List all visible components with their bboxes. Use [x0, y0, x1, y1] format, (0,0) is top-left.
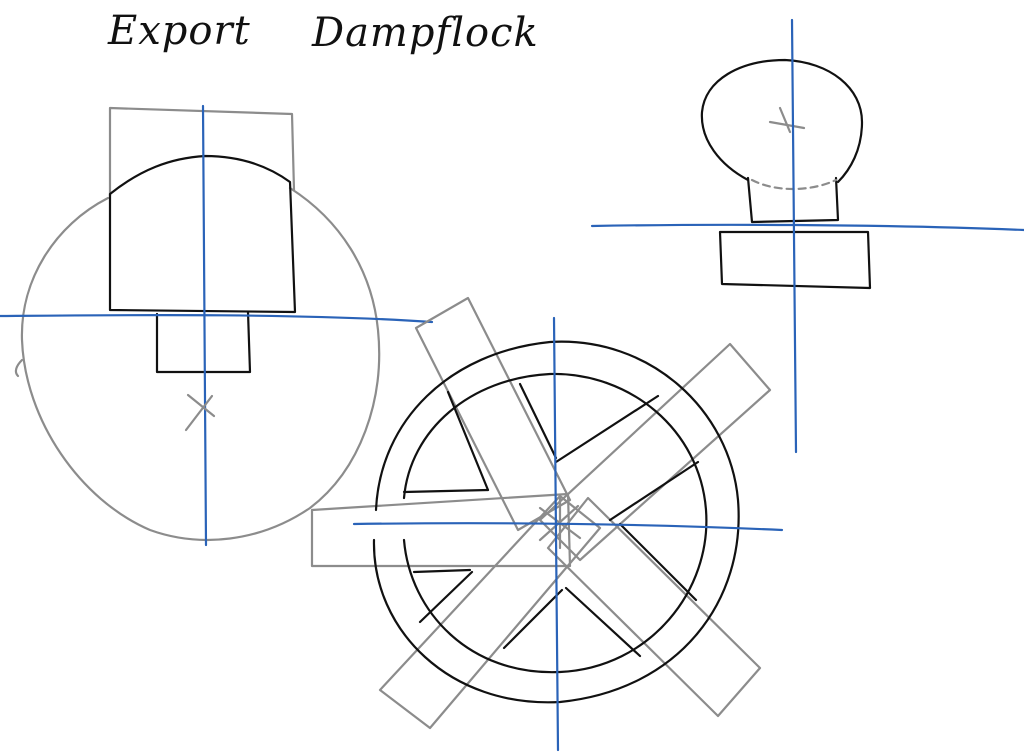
arm-bottom-right	[546, 496, 762, 718]
spoke-left	[402, 488, 490, 574]
balloon-cap	[700, 58, 864, 184]
title-dampflock: Dampflock	[311, 10, 539, 56]
wheel-inner-ring	[402, 372, 708, 674]
title-export: Export	[107, 8, 251, 54]
left-view	[0, 104, 434, 547]
arm-bottom-left	[378, 494, 602, 730]
spoke-bottom-left	[418, 570, 564, 650]
left-top-construction-rect	[108, 106, 296, 198]
left-horizontal-axis	[0, 313, 434, 324]
top-right-center-cross	[768, 106, 806, 134]
arm-top-right	[538, 342, 772, 562]
top-right-horizontal-axis	[590, 223, 1024, 232]
spoke-top-right	[554, 394, 700, 522]
arm-left	[310, 492, 572, 568]
spoke-top-left	[446, 382, 558, 492]
left-center-cross	[184, 393, 216, 432]
left-dome-block	[108, 154, 297, 314]
top-right-vertical-axis	[790, 18, 798, 454]
spoke-bottom-right	[564, 522, 698, 658]
left-construction-circle	[20, 186, 381, 542]
left-stem-rect	[155, 310, 252, 374]
wheel-center-cross	[538, 494, 582, 550]
center-view	[310, 296, 784, 752]
wheel-vertical-axis	[552, 316, 560, 752]
arm-top-left	[414, 296, 572, 532]
collar-block	[746, 176, 840, 224]
left-construction-tail	[14, 358, 24, 378]
left-vertical-axis	[201, 104, 208, 547]
base-plate	[718, 230, 872, 290]
wheel-outer-ring	[372, 340, 740, 704]
top-right-view	[590, 18, 1024, 454]
wheel-horizontal-axis	[352, 522, 784, 532]
